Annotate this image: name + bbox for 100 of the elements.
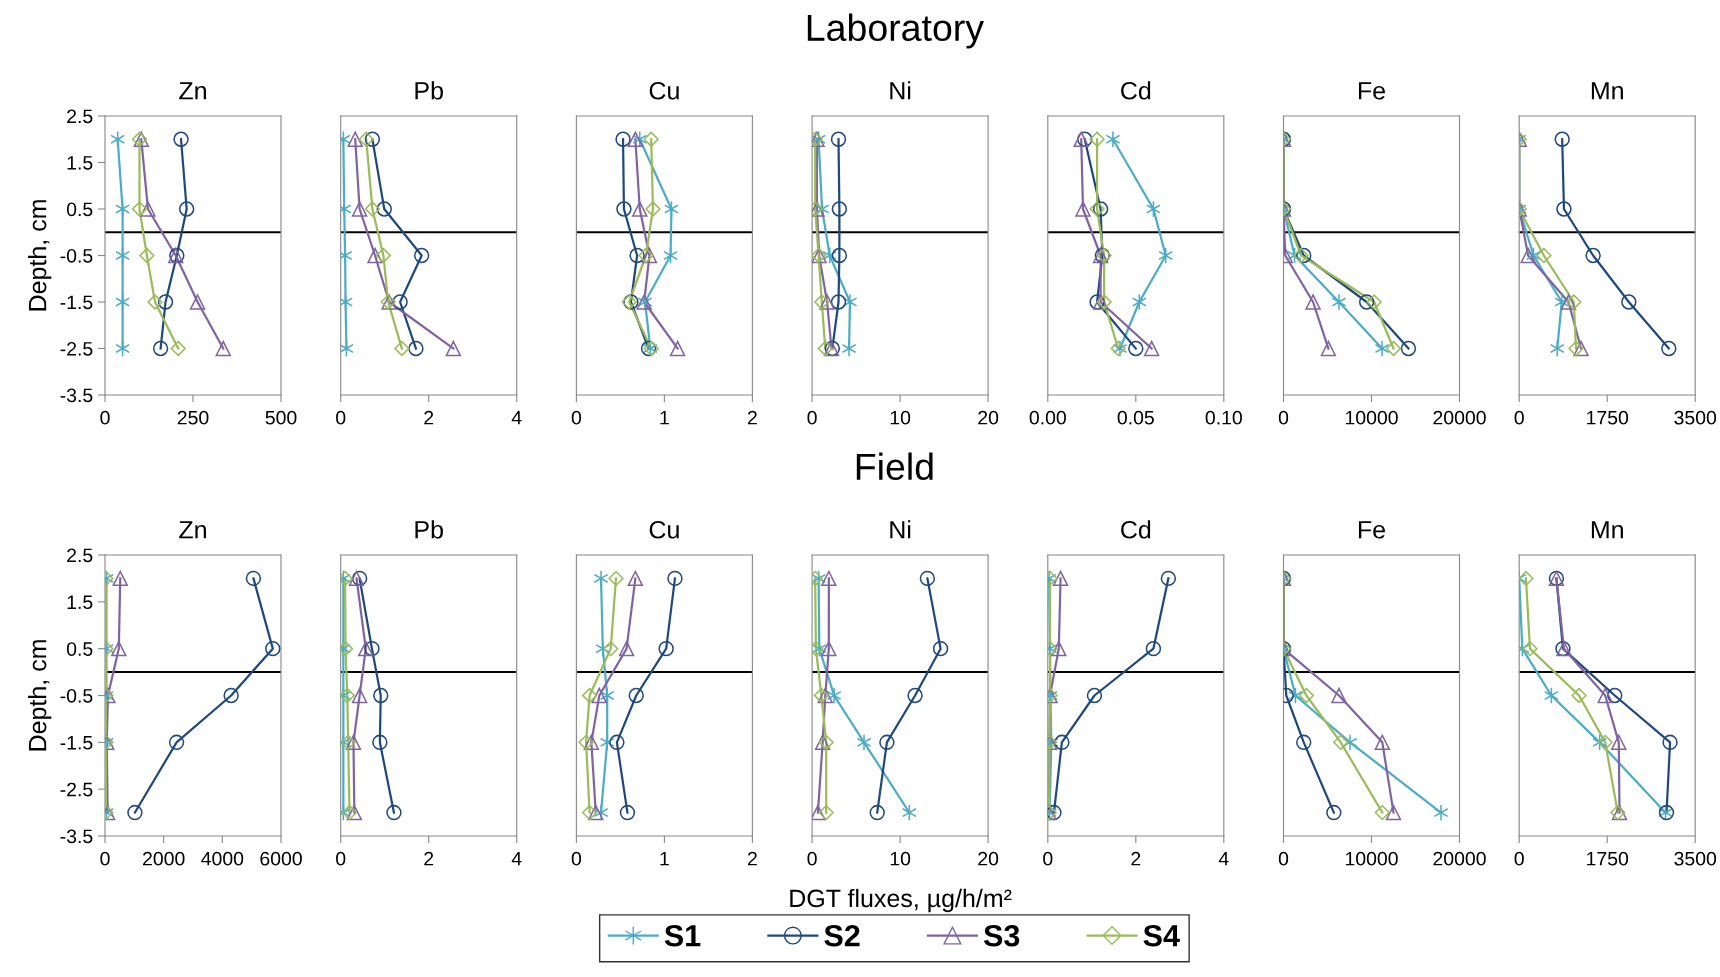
x-tick-label: 1 [660, 410, 669, 425]
y-tick-label: -3.5 [60, 829, 93, 844]
x-tick-label: 0 [336, 851, 346, 866]
point [1374, 340, 1390, 357]
point [658, 640, 674, 657]
point [1592, 733, 1608, 751]
point [919, 570, 936, 587]
point [669, 340, 686, 357]
point [830, 131, 847, 147]
point [932, 640, 949, 657]
x-tick-label: 10000 [1345, 851, 1398, 866]
point [581, 804, 598, 821]
chart-title: Cd [1121, 520, 1151, 539]
point [1077, 131, 1093, 147]
point [372, 734, 388, 751]
point [351, 201, 368, 217]
point [364, 201, 381, 217]
point [1662, 734, 1678, 751]
point [1158, 247, 1174, 264]
point [1568, 340, 1584, 357]
chart-title: Ni [890, 520, 911, 539]
x-tick-label: 2000 [143, 851, 185, 866]
y-tick-label: 1.5 [67, 595, 93, 610]
point [591, 687, 607, 704]
point [618, 640, 635, 657]
point [1358, 294, 1375, 310]
x-tick-label: 3500 [1674, 851, 1717, 866]
x-tick-label: 1750 [1587, 410, 1629, 425]
point [814, 200, 830, 218]
point [821, 570, 837, 587]
y-tick-label: -0.5 [60, 688, 93, 703]
x-tick-label: 0 [571, 851, 582, 866]
point [830, 294, 847, 310]
point [152, 340, 169, 357]
point [1054, 734, 1070, 751]
x-tick-label: 4 [511, 851, 522, 866]
point [413, 247, 430, 264]
x-tick-label: 20000 [1433, 410, 1486, 425]
chart-title: Cu [649, 520, 679, 539]
point [1096, 294, 1112, 310]
point [1544, 687, 1559, 704]
point [627, 570, 644, 587]
point [632, 130, 648, 148]
point [1560, 294, 1577, 310]
point [346, 804, 363, 821]
point [345, 734, 362, 751]
point [818, 734, 834, 750]
legend-label: S4 [1143, 924, 1180, 947]
point [819, 294, 835, 310]
point [593, 570, 609, 587]
y-tick-label: 0.5 [66, 642, 93, 656]
point [628, 687, 644, 704]
point [340, 293, 353, 311]
point [814, 734, 831, 751]
point [115, 200, 130, 218]
point [358, 640, 374, 657]
point [1331, 293, 1347, 311]
x-tick-label: 2 [747, 410, 757, 425]
x-tick-label: 0 [1278, 410, 1289, 425]
x-tick-label: 0.00 [1029, 410, 1066, 425]
point [376, 201, 392, 217]
text: Laboratory [807, 13, 984, 49]
point [340, 340, 354, 357]
point [588, 804, 604, 821]
legend-label: S1 [664, 924, 701, 947]
point [1519, 570, 1534, 587]
y-tick-label: -3.5 [60, 388, 93, 403]
point [358, 131, 374, 147]
chart-title: Fe [1358, 82, 1385, 100]
x-tick-label: 0 [1043, 851, 1053, 866]
point [1536, 247, 1552, 264]
point [629, 247, 645, 264]
point [813, 687, 829, 704]
y-tick-label: -1.5 [60, 295, 93, 310]
y-tick-label: 2.5 [67, 548, 93, 563]
point [1520, 247, 1536, 264]
point [822, 247, 838, 264]
x-tick-label: 4 [511, 410, 522, 425]
x-tick-label: 250 [177, 410, 209, 425]
x-tick-label: 20 [978, 410, 999, 425]
point [616, 201, 632, 217]
point [115, 340, 130, 357]
point [821, 640, 837, 657]
point [1051, 640, 1067, 657]
chart-title: Ni [890, 81, 911, 100]
chart-title: Fe [1358, 521, 1385, 539]
point [1092, 294, 1109, 310]
point [1366, 294, 1382, 310]
point [812, 804, 826, 821]
point [115, 247, 130, 264]
point [1526, 247, 1541, 264]
point [901, 804, 917, 821]
point [869, 804, 885, 821]
point [583, 734, 600, 751]
x-tick-label: 0 [571, 410, 582, 425]
text: Field [856, 452, 933, 481]
point [1385, 340, 1402, 357]
point [1089, 201, 1105, 217]
point [638, 247, 654, 264]
point [347, 131, 363, 147]
